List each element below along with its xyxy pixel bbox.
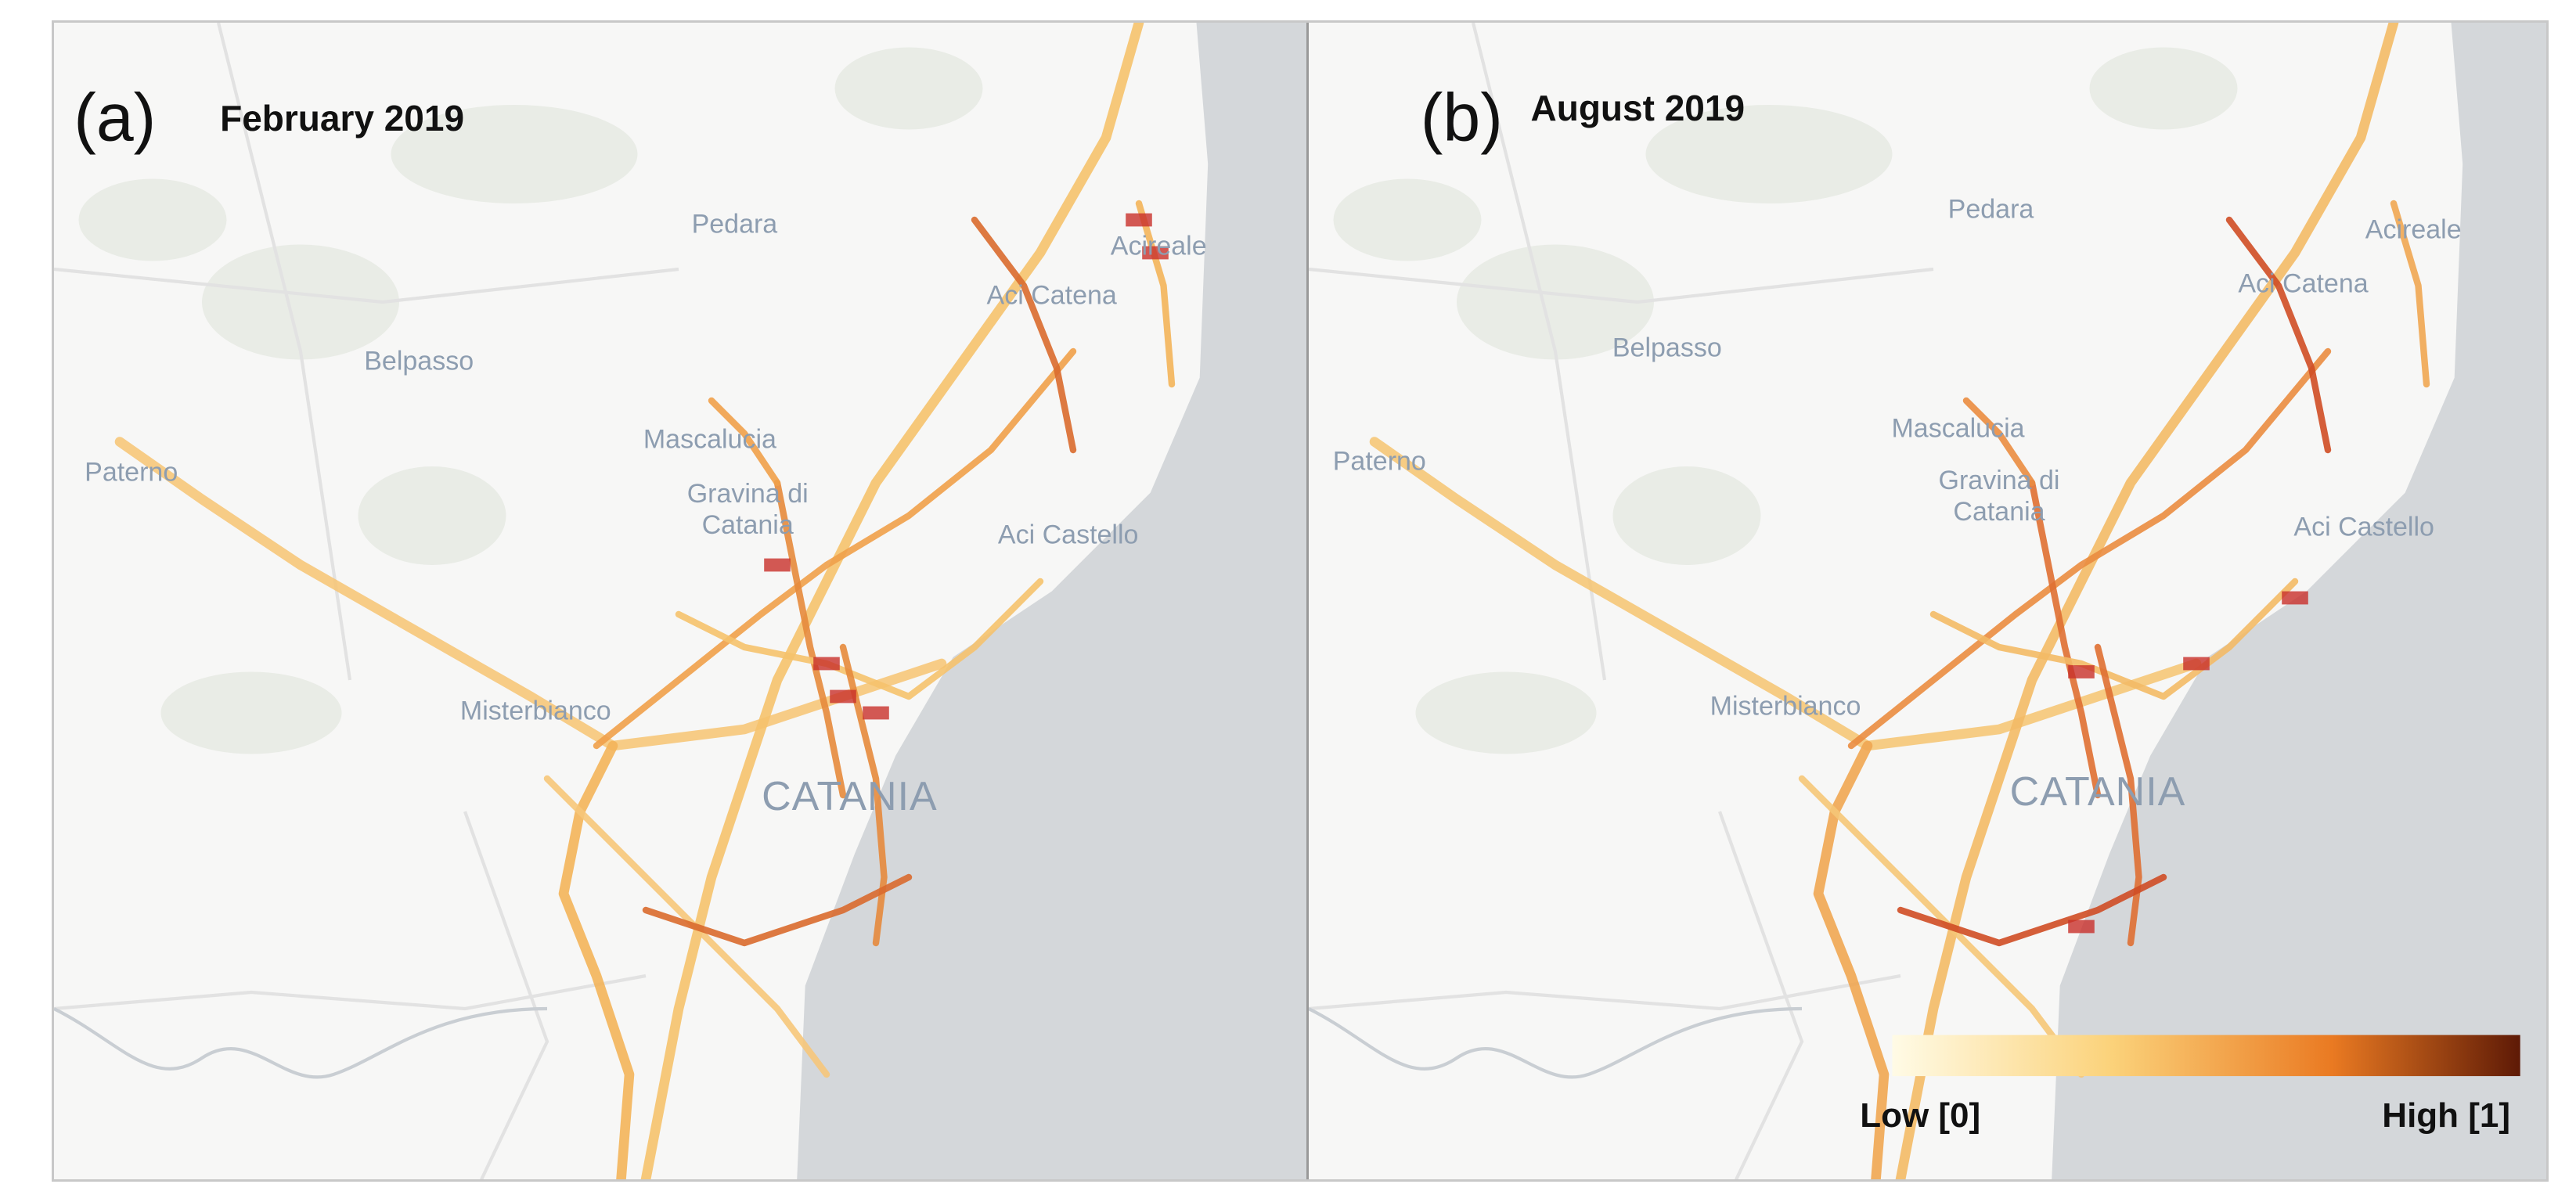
- place-label: Belpasso: [1612, 333, 1722, 363]
- hotspot: [813, 657, 840, 671]
- place-label: Gravina di Catania: [686, 478, 809, 540]
- vegetation: [78, 178, 227, 261]
- hotspot: [863, 706, 889, 720]
- panel-title: February 2019: [220, 97, 465, 139]
- map: [54, 23, 1306, 1179]
- place-label: Gravina di Catania: [1938, 465, 2060, 527]
- place-label: Aci Castello: [997, 520, 1139, 550]
- panel-label: (b): [1420, 80, 1503, 156]
- place-label: Misterbianco: [459, 696, 611, 726]
- traffic-road: [971, 216, 1077, 454]
- place-label: Aci Catena: [2238, 268, 2369, 299]
- place-label: Paterno: [1332, 446, 1426, 477]
- panel-label: (a): [74, 80, 157, 156]
- place-label: Aci Catena: [986, 280, 1117, 311]
- hotspot: [830, 689, 856, 704]
- river: [1309, 1006, 1803, 1079]
- minor-road: [1309, 267, 1934, 304]
- river: [54, 1006, 548, 1079]
- hotspot: [1126, 213, 1152, 227]
- traffic-road: [114, 437, 947, 751]
- traffic-road: [2225, 216, 2332, 454]
- traffic-road: [2094, 643, 2142, 947]
- traffic-road: [558, 740, 635, 1179]
- traffic-road: [640, 23, 1144, 1179]
- vegetation: [202, 244, 399, 360]
- traffic-road: [1897, 873, 2167, 947]
- traffic-road: [773, 479, 847, 799]
- place-label: Pedara: [691, 209, 778, 239]
- place-label: Aci Castello: [2293, 512, 2434, 542]
- traffic-road: [1895, 23, 2399, 1179]
- place-label: Mascalucia: [1891, 413, 2025, 444]
- hotspot: [1142, 246, 1169, 260]
- vegetation: [1457, 244, 1654, 360]
- vegetation: [834, 47, 983, 130]
- traffic-road: [2390, 200, 2430, 388]
- minor-road: [1471, 23, 1607, 681]
- vegetation: [1415, 671, 1597, 754]
- traffic-road: [1369, 437, 2202, 751]
- place-label: Pedara: [1947, 194, 2034, 225]
- traffic-road: [543, 775, 830, 1078]
- hotspot: [764, 558, 791, 572]
- legend-low: Low [0]: [1860, 1096, 1981, 1135]
- traffic-road: [593, 347, 1077, 750]
- place-label: Acireale: [1110, 231, 1207, 261]
- vegetation: [1612, 466, 1761, 565]
- traffic-road: [1929, 578, 2299, 700]
- minor-road: [216, 23, 352, 681]
- vegetation: [391, 105, 638, 204]
- vegetation: [2089, 47, 2238, 130]
- sea: [797, 23, 1306, 1179]
- hotspot: [2282, 591, 2308, 605]
- minor-road: [54, 267, 679, 304]
- legend-high: High [1]: [2382, 1096, 2511, 1135]
- figure-frame: [52, 20, 2549, 1182]
- place-label: Belpasso: [364, 346, 474, 376]
- hotspot: [2068, 919, 2095, 934]
- place-label: Acireale: [2365, 214, 2462, 245]
- traffic-road: [675, 578, 1044, 700]
- minor-road: [1718, 811, 1804, 1179]
- map-panel: Pedara Acireale Aci Catena Belpasso Mascaluc…: [1309, 23, 2546, 1179]
- panel-title: August 2019: [1530, 88, 1746, 129]
- traffic-road: [1962, 397, 2036, 487]
- traffic-road: [1798, 775, 2085, 1078]
- minor-road: [463, 811, 549, 1179]
- traffic-road: [642, 873, 913, 947]
- hotspot: [2183, 657, 2210, 671]
- vegetation: [160, 671, 342, 754]
- place-label: Paterno: [85, 457, 178, 488]
- map: [1309, 23, 2546, 1179]
- traffic-road: [1847, 347, 2332, 750]
- traffic-road: [2028, 479, 2102, 799]
- place-label: CATANIA: [762, 774, 938, 820]
- hotspot: [2068, 665, 2095, 678]
- place-label: CATANIA: [2009, 768, 2186, 815]
- place-label: Misterbianco: [1710, 691, 1861, 722]
- vegetation: [358, 466, 506, 565]
- place-label: Mascalucia: [643, 424, 776, 455]
- map-panel: Pedara Acireale Aci Catena Belpasso Mascaluc…: [54, 23, 1309, 1179]
- traffic-road: [1135, 200, 1176, 388]
- legend-bar: [1892, 1035, 2520, 1077]
- minor-road: [54, 973, 647, 1011]
- minor-road: [1309, 973, 1901, 1011]
- vegetation: [1645, 105, 1893, 203]
- traffic-road: [708, 397, 781, 487]
- vegetation: [1333, 178, 1482, 261]
- traffic-road: [1813, 740, 1890, 1179]
